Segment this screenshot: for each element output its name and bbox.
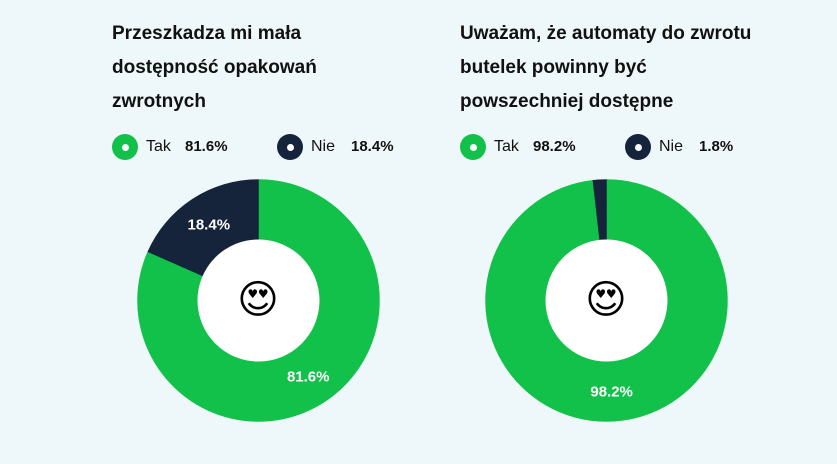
heart-eyes-emoji-icon: 😍 bbox=[237, 278, 279, 322]
legend-dot-no bbox=[625, 134, 651, 160]
legend-dot-yes bbox=[460, 134, 486, 160]
chart-title: Przeszkadza mi mała dostępność opakowań … bbox=[112, 17, 452, 119]
chart-title-line: Uważam, że automaty do zwrotu bbox=[460, 23, 752, 44]
legend-dot-no bbox=[277, 134, 303, 160]
chart-title-line: zwrotnych bbox=[112, 91, 206, 112]
legend-value: 1.8% bbox=[699, 138, 734, 155]
legend-item-yes: Tak 81.6% bbox=[112, 133, 228, 161]
legend-value: 98.2% bbox=[533, 138, 576, 155]
chart-legend: Tak 81.6% Nie 18.4% bbox=[112, 133, 472, 161]
chart-title: Uważam, że automaty do zwrotu butelek po… bbox=[460, 17, 800, 119]
legend-item-no: Nie 18.4% bbox=[277, 133, 394, 161]
chart-title-line: powszechniej dostępne bbox=[460, 91, 674, 112]
slice-value-label: 98.2% bbox=[590, 383, 633, 400]
donut-hole bbox=[197, 239, 320, 362]
donut-chart: 81.6% 18.4% bbox=[137, 179, 380, 422]
chart-legend: Tak 98.2% Nie 1.8% bbox=[460, 133, 820, 161]
slice-value-label: 81.6% bbox=[287, 369, 330, 386]
legend-label: Nie bbox=[311, 138, 336, 155]
chart-title-line: dostępność opakowań bbox=[112, 57, 317, 78]
legend-label: Nie bbox=[659, 138, 684, 155]
chart-panel-machines: Uważam, że automaty do zwrotu butelek po… bbox=[460, 0, 820, 464]
chart-panel-availability: Przeszkadza mi mała dostępność opakowań … bbox=[112, 0, 472, 464]
heart-eyes-emoji-icon: 😍 bbox=[585, 278, 627, 322]
chart-title-line: butelek powinny być bbox=[460, 57, 647, 78]
legend-value: 18.4% bbox=[351, 138, 394, 155]
slice-value-label: 18.4% bbox=[188, 216, 231, 233]
donut-hole bbox=[545, 239, 668, 362]
legend-label: Tak bbox=[146, 138, 171, 155]
donut-chart: 98.2% bbox=[485, 179, 728, 422]
chart-title-line: Przeszkadza mi mała bbox=[112, 23, 302, 44]
legend-label: Tak bbox=[494, 138, 519, 155]
legend-value: 81.6% bbox=[185, 138, 228, 155]
legend-item-yes: Tak 98.2% bbox=[460, 133, 576, 161]
legend-dot-yes bbox=[112, 134, 138, 160]
legend-item-no: Nie 1.8% bbox=[625, 133, 733, 161]
